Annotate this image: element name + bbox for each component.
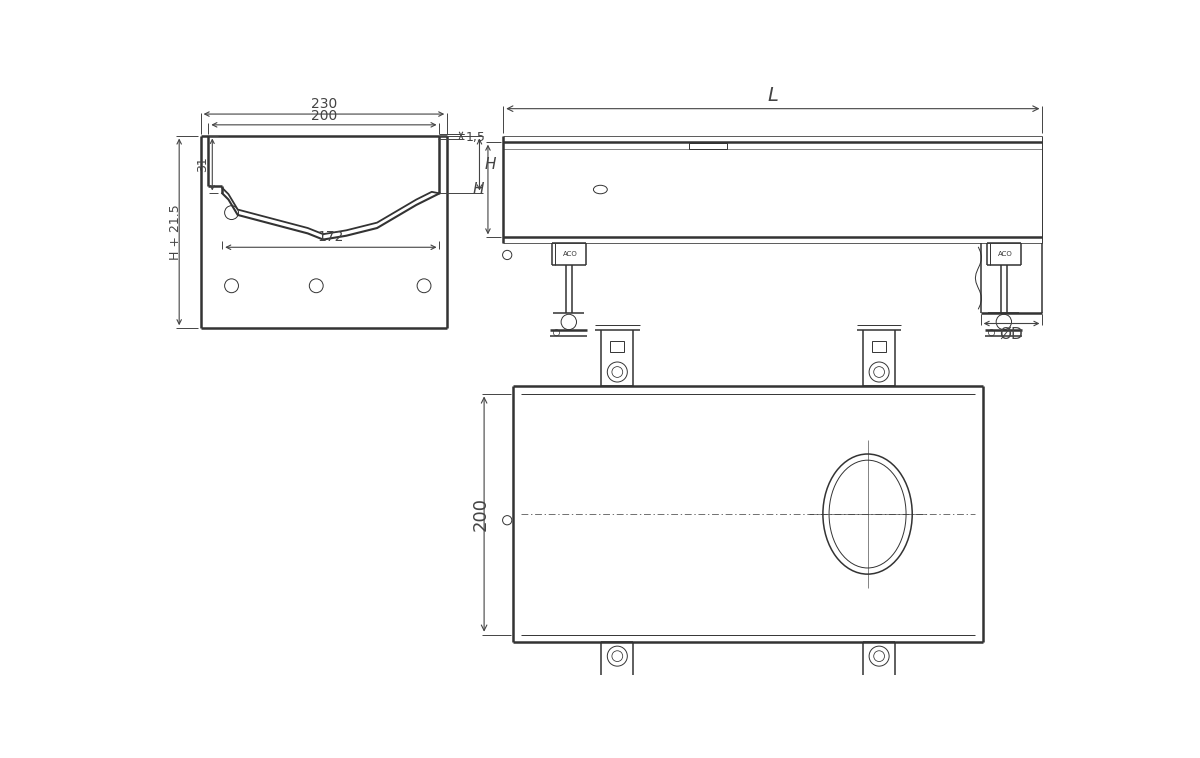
Text: 172: 172 — [318, 230, 344, 244]
Text: 1,5: 1,5 — [466, 131, 486, 144]
Bar — [689, 143, 727, 149]
Text: H + 21.5: H + 21.5 — [169, 204, 182, 260]
Bar — [611, 676, 624, 687]
Bar — [872, 676, 886, 687]
Text: 200: 200 — [472, 497, 490, 531]
Bar — [611, 341, 624, 352]
Text: 31: 31 — [197, 157, 209, 172]
Text: H: H — [485, 157, 497, 172]
Text: ACO: ACO — [563, 251, 577, 257]
Text: 230: 230 — [311, 97, 337, 111]
Text: ACO: ACO — [998, 251, 1013, 257]
Text: H: H — [473, 182, 484, 197]
Bar — [872, 341, 886, 352]
Text: 200: 200 — [311, 108, 337, 123]
Text: L: L — [768, 86, 779, 105]
Text: ØD: ØD — [1000, 327, 1024, 342]
